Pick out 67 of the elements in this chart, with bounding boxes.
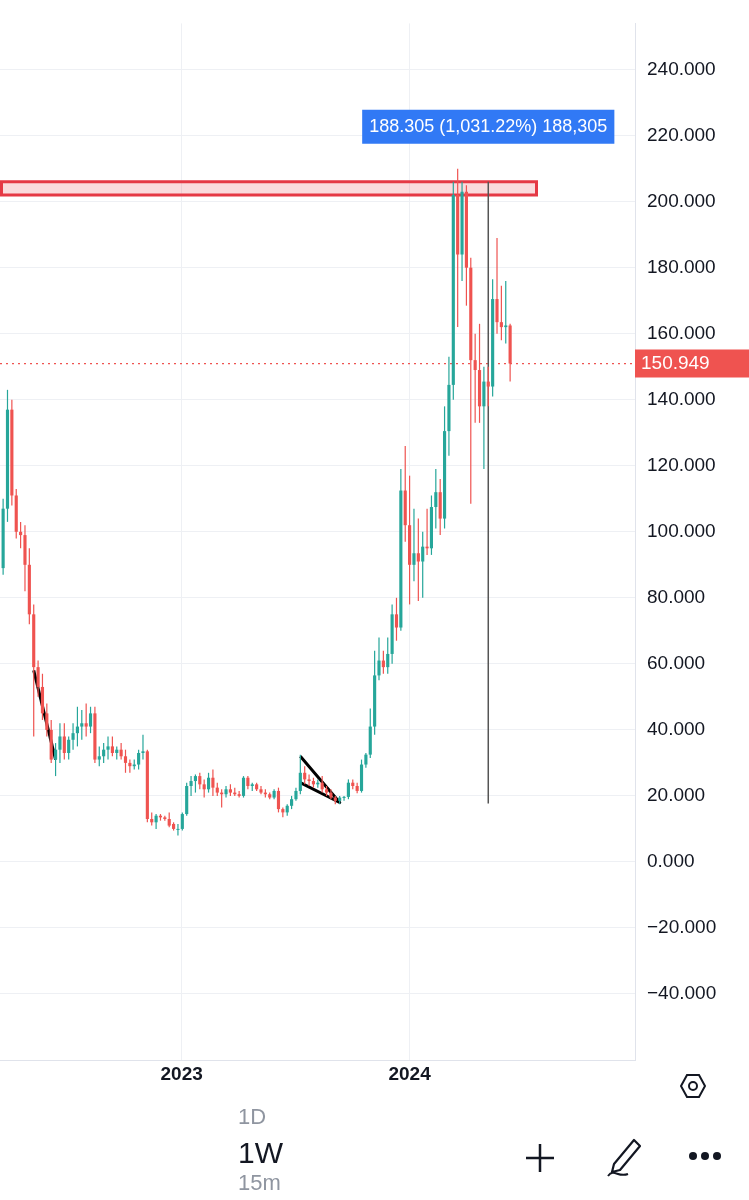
candlestick [211,768,215,797]
candlestick [342,795,346,802]
y-tick-label: −20.000 [647,916,717,938]
candlestick [377,636,381,681]
y-tick-label: 40.000 [647,718,706,740]
candlestick [346,778,350,800]
y-tick-label: 180.000 [647,255,716,277]
y-tick-label: 140.000 [647,387,716,409]
y-tick-label: 200.000 [647,189,716,211]
text: 1W [238,1136,283,1170]
x-tick-label: 2024 [388,1062,432,1084]
candlestick [202,778,206,799]
candlestick [36,659,40,698]
y-tick-label: 160.000 [647,321,716,343]
candlestick [486,366,490,407]
y-tick-label: 60.000 [647,652,706,674]
y-tick-label: 120.000 [647,454,716,476]
candlestick [180,811,184,832]
candlestick [276,787,281,813]
y-tick-label: 80.000 [647,586,706,608]
candlestick [71,722,75,751]
candlestick [176,823,180,837]
candlestick [97,745,101,767]
candlestick [298,754,302,795]
candlestick [241,775,246,799]
candlestick [495,237,499,335]
candlestick [499,285,503,341]
candlestick [224,785,228,799]
y-tick-label: 100.000 [647,520,716,542]
text: 1D [238,1104,267,1130]
candlestick [128,758,132,774]
candlestick [62,722,66,761]
candlestick [137,749,141,771]
candlestick [45,702,49,738]
candlestick [473,333,477,424]
candlestick [88,706,93,734]
text: 15m [238,1170,281,1196]
candlestick [307,773,311,787]
annotation: 188.305 (1,031.22%) 188,305 [369,115,608,136]
candlestick [141,734,145,761]
candlestick [80,709,84,741]
candlestick [386,636,390,675]
candlestick [84,702,88,738]
candlestick [189,775,193,797]
candlestick [19,521,23,549]
candlestick [193,773,198,794]
candlestick [394,597,399,642]
candlestick [58,722,62,764]
candlestick [54,742,58,777]
candlestick [237,790,241,799]
x-tick-label: 2023 [160,1062,203,1084]
candlestick [67,735,71,761]
y-tick-label: 240.000 [647,57,716,79]
candlestick [106,735,110,761]
candlestick [504,280,508,345]
candlestick [206,772,211,794]
candlestick [421,531,425,599]
candlestick [110,735,114,757]
y-tick-label: 20.000 [647,784,706,806]
y-tick-label: 220.000 [647,123,716,145]
candlestick [123,749,128,774]
y-tick-label: 0.000 [647,850,695,872]
candlestick [416,517,420,602]
candlestick [434,468,438,530]
y-tick-label: −40.000 [647,982,717,1004]
candlestick [412,508,416,582]
ref-line-label: 150.949 [641,351,710,373]
